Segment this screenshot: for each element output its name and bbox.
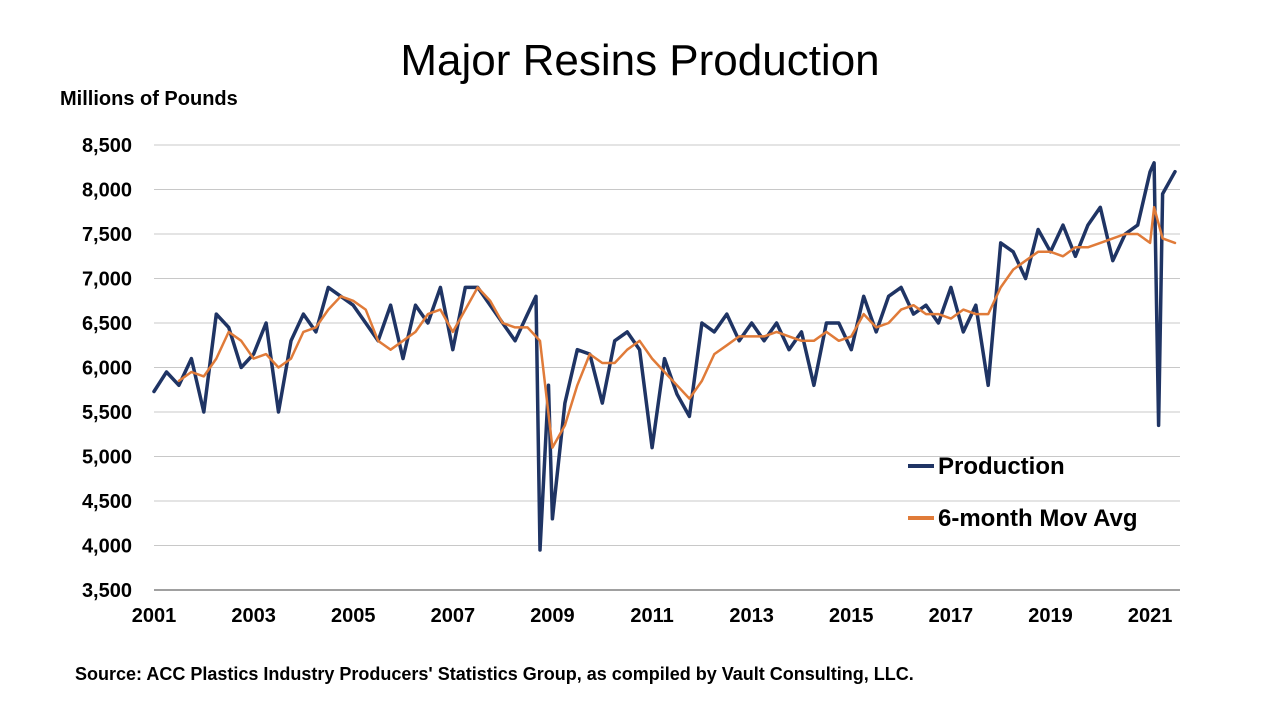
x-tick-label: 2019: [1028, 605, 1073, 627]
x-tick-label: 2015: [829, 605, 874, 627]
y-tick-label: 5,000: [82, 447, 132, 469]
y-tick-label: 8,000: [82, 180, 132, 202]
series-lines: [152, 161, 1177, 552]
y-tick-label: 7,500: [82, 224, 132, 246]
x-tick-label: 2021: [1128, 605, 1173, 627]
x-tick-label: 2005: [331, 605, 376, 627]
y-tick-label: 4,500: [82, 491, 132, 513]
y-tick-label: 5,500: [82, 402, 132, 424]
legend-moving-average-label: 6-month Mov Avg: [938, 505, 1138, 532]
x-tick-label: 2011: [630, 605, 673, 627]
legend-production-label: Production: [938, 453, 1065, 480]
x-tick-label: 2003: [231, 605, 276, 627]
y-axis-label: Millions of Pounds: [60, 88, 238, 110]
x-axis-ticks: 2001 2003 2005 2007 2009 2011 2013 2015 2017 2019…: [132, 605, 1173, 627]
y-tick-label: 6,000: [82, 358, 132, 380]
y-tick-label: 8,500: [82, 135, 132, 157]
y-tick-label: 4,000: [82, 536, 132, 558]
y-axis-ticks: 3,500 4,000 4,500 5,000 5,500 6,000 6,500 7,000…: [82, 135, 132, 602]
x-tick-label: 2009: [530, 605, 575, 627]
legend: Production 6-month Mov Avg: [908, 453, 1138, 532]
x-tick-label: 2013: [729, 605, 774, 627]
x-tick-label: 2001: [132, 605, 177, 627]
series-line-moving-average: [177, 206, 1177, 449]
y-tick-label: 6,500: [82, 313, 132, 335]
y-tick-label: 3,500: [82, 580, 132, 602]
chart-title: Major Resins Production: [400, 36, 880, 85]
x-tick-label: 2017: [929, 605, 974, 627]
y-tick-label: 7,000: [82, 269, 132, 291]
x-tick-label: 2007: [431, 605, 476, 627]
source-note: Source: ACC Plastics Industry Producers'…: [75, 664, 914, 684]
series-line-production: [152, 161, 1177, 552]
